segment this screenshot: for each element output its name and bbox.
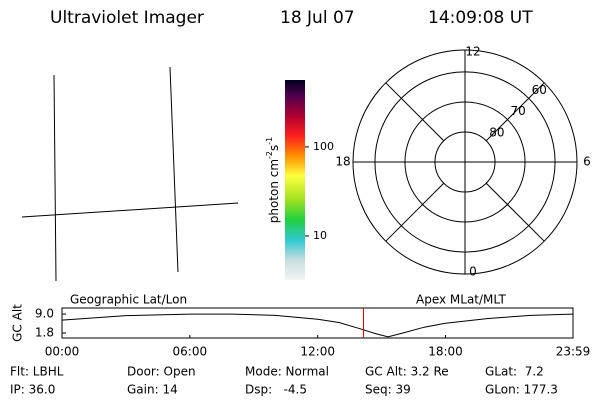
status-field: GLat: 7.2 <box>485 365 544 379</box>
y-tick-label: 1.8 <box>35 326 54 340</box>
diag-line <box>485 182 545 242</box>
orbit-curve <box>61 313 574 338</box>
colorbar-tick-label: 10 <box>313 229 327 242</box>
title: Ultraviolet Imager <box>50 8 204 28</box>
status-field: IP: 36.0 <box>10 383 55 397</box>
diag-line <box>485 82 545 142</box>
date: 18 Jul 07 <box>280 8 355 28</box>
colorbar-tick-label: 100 <box>313 140 334 153</box>
status-field: GLon: 177.3 <box>485 383 558 397</box>
lat-label: 80 <box>489 125 504 139</box>
orbit-y-label: GC Alt <box>11 304 25 342</box>
x-tick-label: 00:00 <box>45 345 80 359</box>
colorbar <box>285 80 305 280</box>
grid-line <box>53 74 57 282</box>
y-tick-label: 9.0 <box>35 307 54 321</box>
status-field: Door: Open <box>127 365 196 379</box>
status-field: Gain: 14 <box>127 383 178 397</box>
colorbar-label: photon cm-2s-1 <box>265 137 281 224</box>
status-field: Dsp: -4.5 <box>245 383 307 397</box>
grid-line <box>21 202 239 218</box>
mlt-label: 18 <box>335 155 350 169</box>
diag-line <box>385 182 445 242</box>
status-field: GC Alt: 3.2 Re <box>365 365 449 379</box>
x-tick-label: 23:59 <box>556 345 591 359</box>
status-field: Seq: 39 <box>365 383 411 397</box>
orbit-right-label: Apex MLat/MLT <box>416 293 506 307</box>
x-tick-label: 18:00 <box>428 345 463 359</box>
x-tick-label: 06:00 <box>173 345 208 359</box>
lat-label: 70 <box>510 104 525 118</box>
grid-line <box>169 66 179 273</box>
time: 14:09:08 UT <box>428 8 533 28</box>
status-field: Mode: Normal <box>245 365 329 379</box>
diag-line <box>385 82 445 142</box>
status-field: Flt: LBHL <box>10 365 64 379</box>
orbit-frame <box>61 307 574 339</box>
mlt-label: 12 <box>465 45 480 59</box>
lat-label: 60 <box>532 83 547 97</box>
mlt-label: 0 <box>469 265 477 279</box>
orbit-left-label: Geographic Lat/Lon <box>70 293 187 307</box>
x-tick-label: 12:00 <box>300 345 335 359</box>
image-panel <box>21 66 239 282</box>
mlt-label: 6 <box>583 155 591 169</box>
